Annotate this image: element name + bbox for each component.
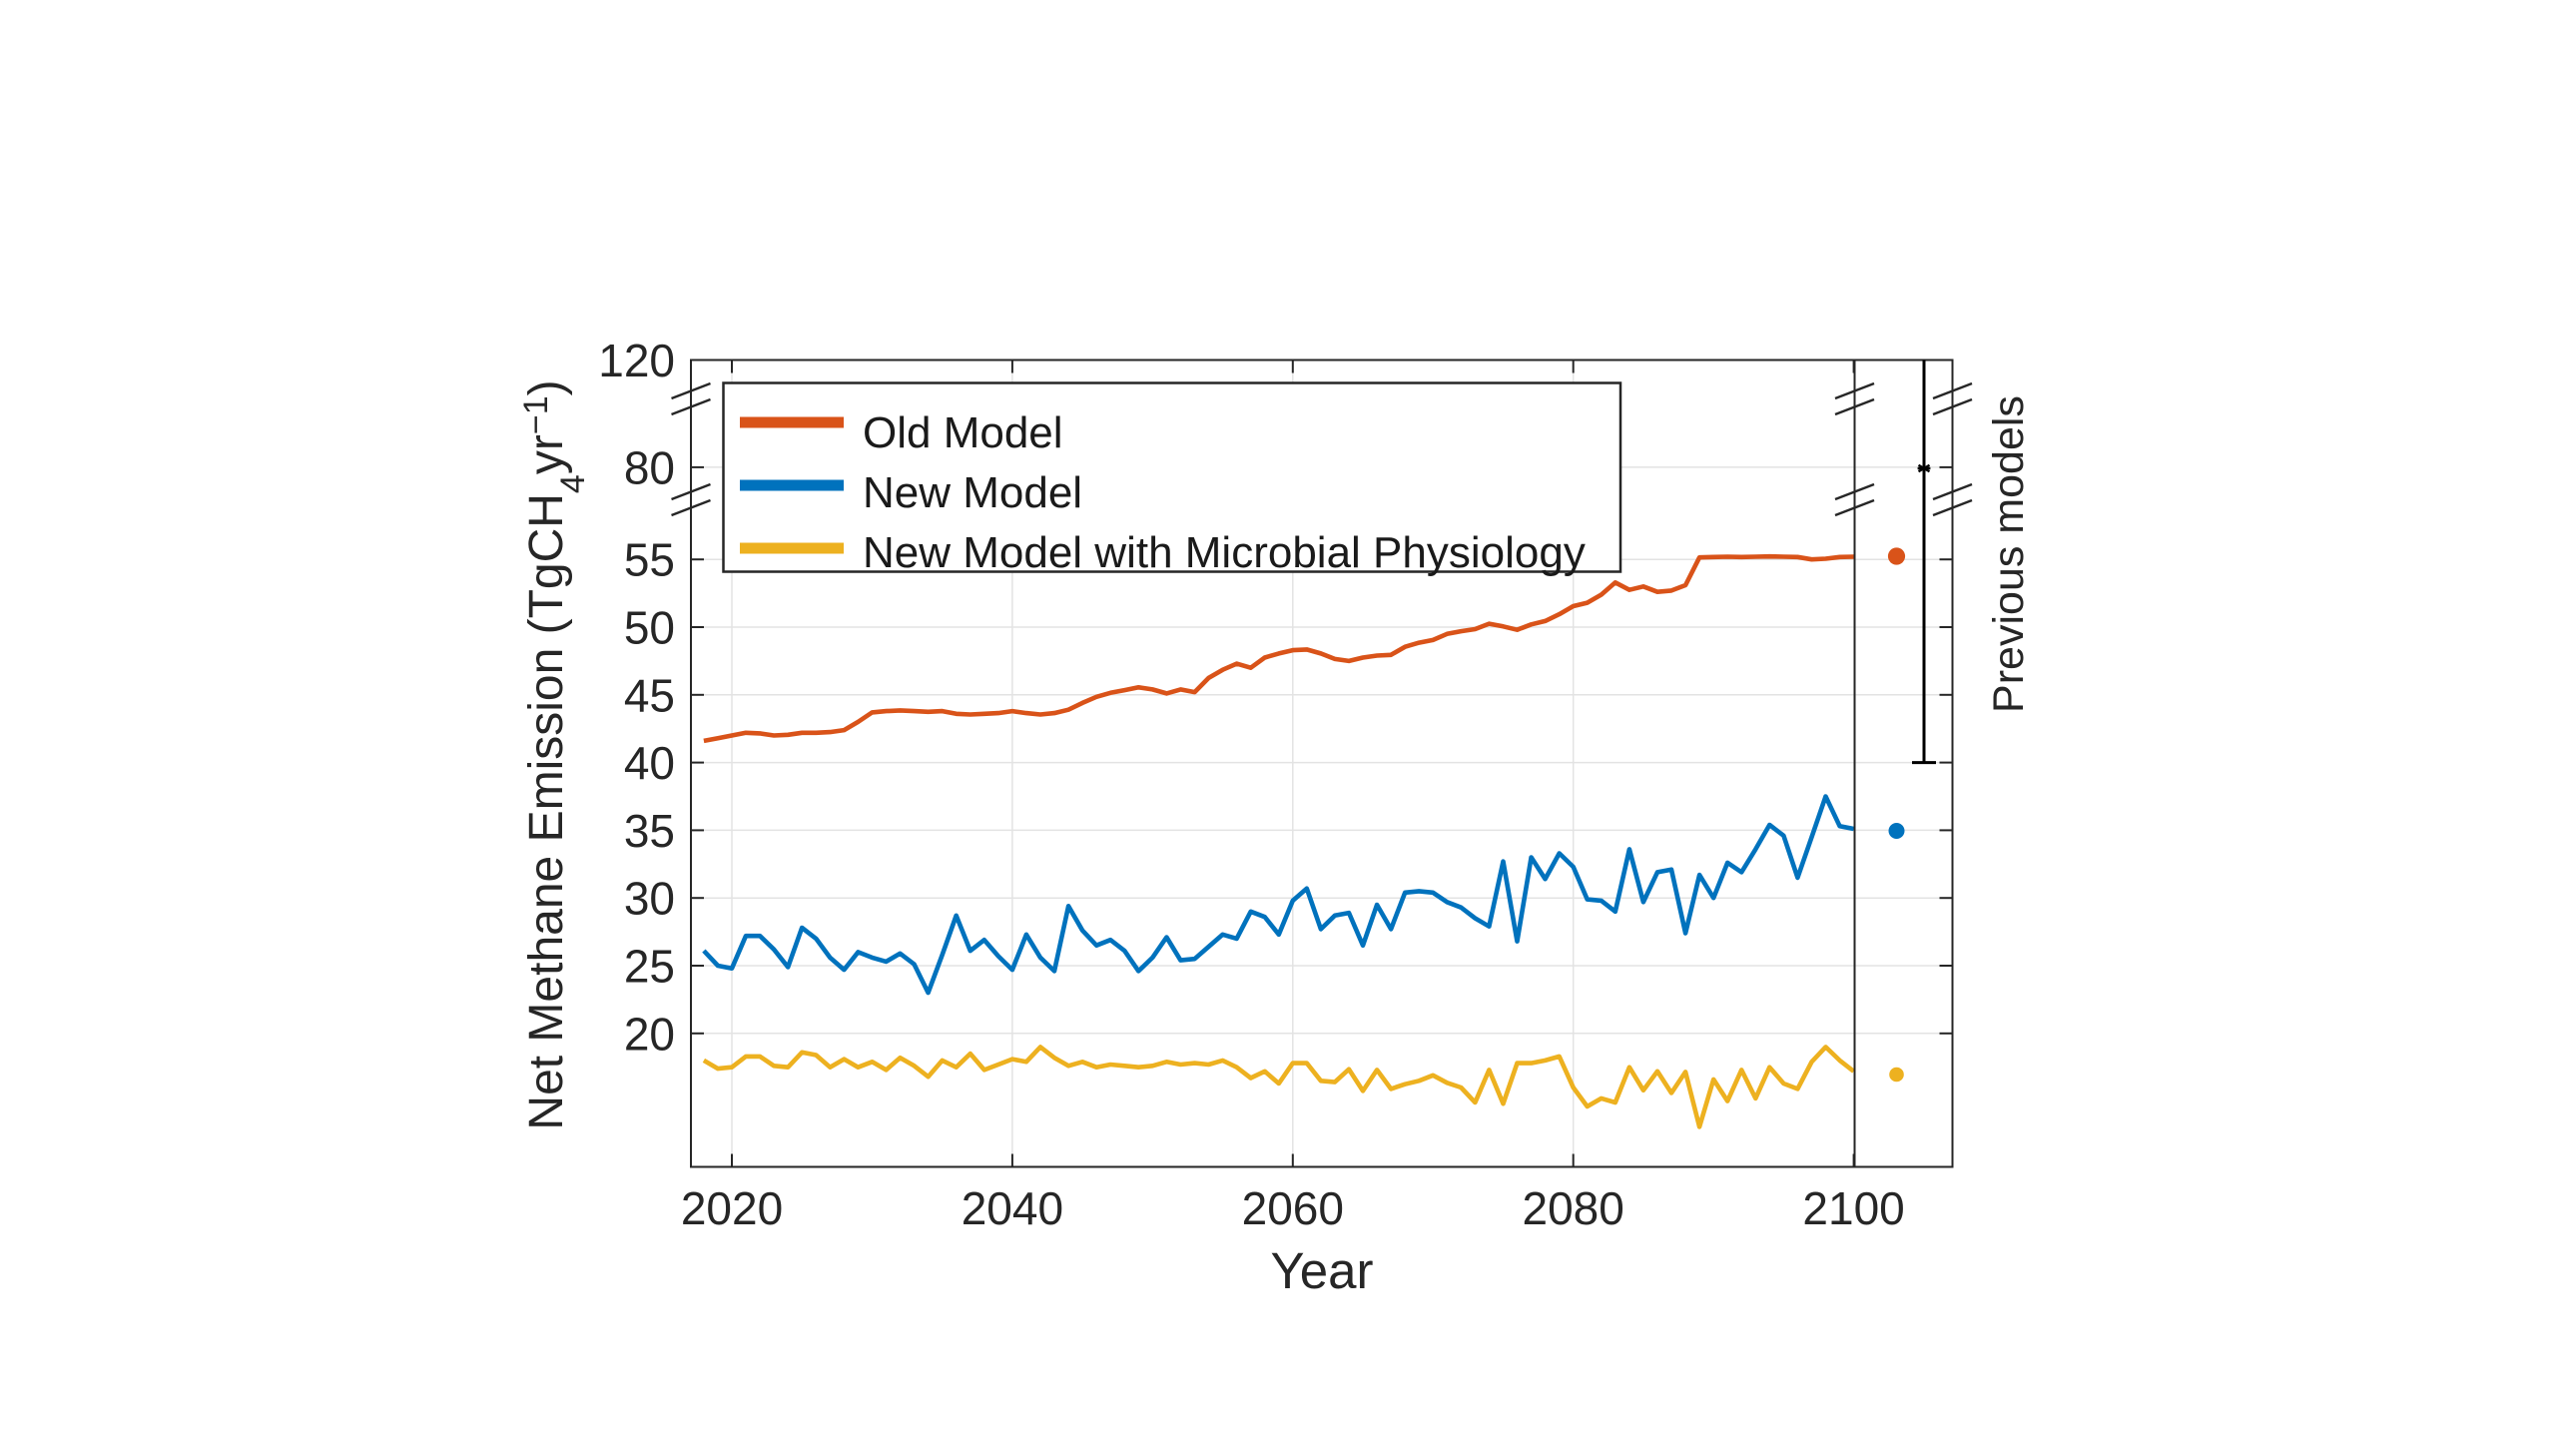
svg-text:New Model: New Model xyxy=(863,468,1082,517)
svg-text:45: 45 xyxy=(624,669,675,721)
svg-text:35: 35 xyxy=(624,805,675,857)
svg-text:New Model with Microbial Physi: New Model with Microbial Physiology xyxy=(863,528,1586,577)
svg-text:2040: 2040 xyxy=(962,1182,1063,1234)
svg-text:Old Model: Old Model xyxy=(863,408,1063,457)
svg-text:30: 30 xyxy=(624,873,675,925)
svg-text:Year: Year xyxy=(1270,1242,1373,1299)
svg-text:50: 50 xyxy=(624,602,675,654)
svg-text:20: 20 xyxy=(624,1008,675,1060)
svg-text:2060: 2060 xyxy=(1242,1182,1344,1234)
svg-text:2080: 2080 xyxy=(1523,1182,1624,1234)
svg-text:2020: 2020 xyxy=(681,1182,783,1234)
svg-text:120: 120 xyxy=(598,335,675,386)
svg-text:2100: 2100 xyxy=(1802,1182,1904,1234)
svg-text:55: 55 xyxy=(624,534,675,586)
svg-text:Previous models: Previous models xyxy=(1985,395,2033,713)
svg-text:80: 80 xyxy=(624,441,675,493)
svg-text:25: 25 xyxy=(624,941,675,993)
svg-text:40: 40 xyxy=(624,737,675,789)
